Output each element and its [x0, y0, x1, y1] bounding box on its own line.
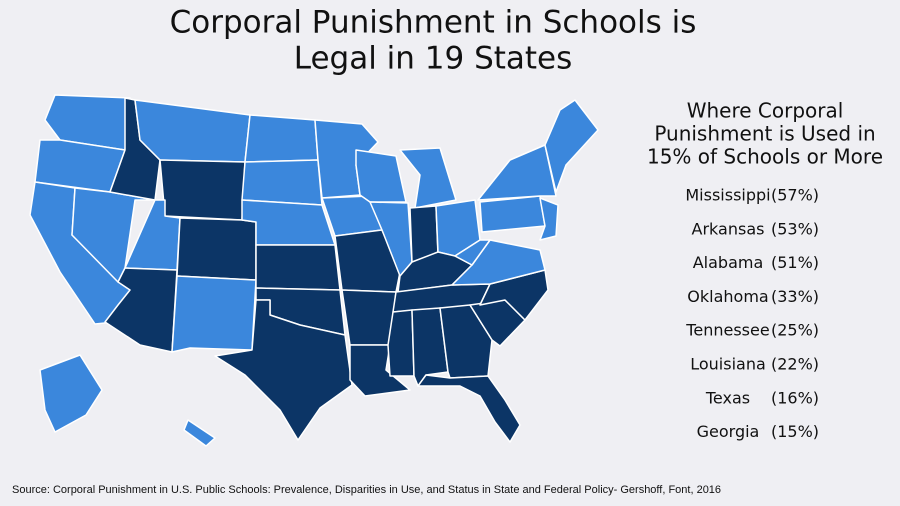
state-name: Mississippi	[685, 186, 770, 205]
state-name: Oklahoma	[687, 287, 768, 306]
us-map	[29, 94, 599, 447]
state-name: Georgia	[697, 422, 760, 441]
state-share: (25%)	[771, 321, 819, 340]
state-name: Louisiana	[690, 355, 766, 374]
state-name: Texas	[705, 388, 750, 407]
panel-heading: Punishment is Used in	[654, 122, 875, 146]
source: Source: Corporal Punishment in U.S. Publ…	[12, 484, 721, 496]
state-share: (53%)	[771, 219, 819, 238]
state-share: (51%)	[771, 253, 819, 272]
side-panel: Where Corporal Punishment is Used in 15%…	[647, 99, 883, 442]
state-name: Arkansas	[692, 219, 765, 238]
state-share: (33%)	[771, 287, 819, 306]
panel-heading: Where Corporal	[687, 99, 844, 123]
state-share: (16%)	[771, 388, 819, 407]
state-name: Alabama	[693, 253, 764, 272]
state-share: (22%)	[771, 355, 819, 374]
state-share: (57%)	[771, 186, 819, 205]
title-line: Legal in 19 States	[294, 41, 573, 77]
title-line: Corporal Punishment in Schools is	[170, 5, 697, 41]
state-share: (15%)	[771, 422, 819, 441]
panel-heading: 15% of Schools or More	[647, 145, 883, 169]
state-name: Tennessee	[685, 321, 769, 340]
